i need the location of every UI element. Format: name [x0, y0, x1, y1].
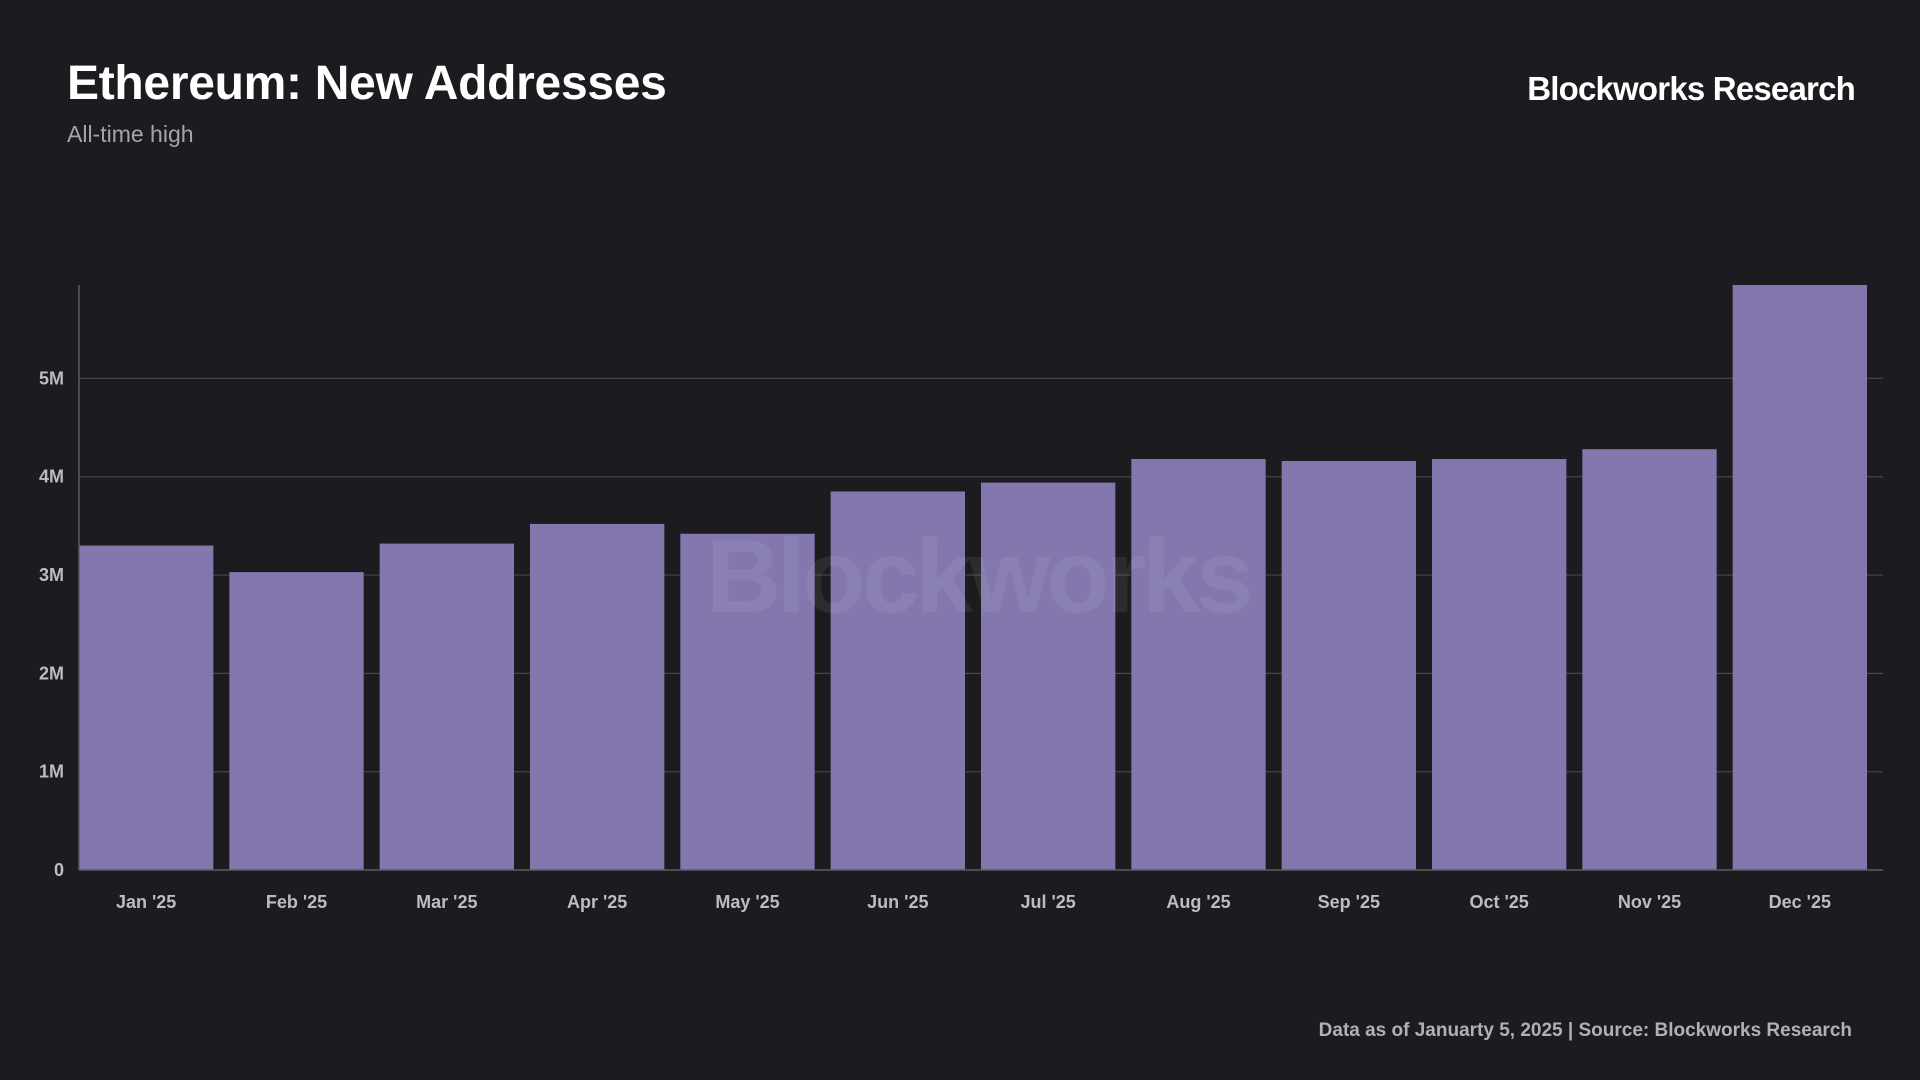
watermark: Blockworks — [706, 519, 1250, 635]
bar — [1732, 285, 1867, 870]
bar — [680, 533, 815, 870]
bar — [1131, 459, 1266, 870]
source-note: Data as of Januarty 5, 2025 | Source: Bl… — [1318, 1020, 1852, 1041]
x-axis-ticks: Jan '25 Feb '25 Mar '25 Apr '25 May '25 Jun '… — [116, 892, 1831, 912]
y-tick-label: 1M — [39, 762, 64, 782]
x-tick-label: Jan '25 — [116, 892, 176, 912]
x-tick-label: Dec '25 — [1769, 892, 1831, 912]
y-tick-label: 4M — [39, 467, 64, 487]
bar — [1281, 460, 1416, 870]
bar — [530, 523, 665, 870]
x-tick-label: Oct '25 — [1470, 892, 1529, 912]
bar — [379, 543, 514, 870]
brand-logo: Blockworks Research — [1527, 70, 1856, 107]
chart-subtitle: All-time high — [67, 121, 194, 147]
x-tick-label: Feb '25 — [266, 892, 327, 912]
bar — [79, 545, 214, 870]
y-tick-label: 2M — [39, 663, 64, 683]
x-tick-label: Aug '25 — [1166, 892, 1230, 912]
x-tick-label: Jun '25 — [867, 892, 928, 912]
bar — [830, 491, 965, 870]
y-tick-label: 3M — [39, 565, 64, 585]
x-tick-label: Mar '25 — [416, 892, 477, 912]
y-tick-label: 5M — [39, 368, 64, 388]
chart-title: Ethereum: New Addresses — [67, 57, 667, 110]
x-tick-label: Apr '25 — [567, 892, 627, 912]
bars — [79, 285, 1867, 870]
x-tick-label: Nov '25 — [1618, 892, 1681, 912]
bar — [1432, 459, 1567, 870]
bar — [229, 572, 364, 870]
x-tick-label: Sep '25 — [1318, 892, 1380, 912]
y-tick-label: 0 — [54, 860, 64, 880]
axes — [78, 285, 1883, 871]
y-axis-ticks: 0 1M 2M 3M 4M 5M — [39, 368, 64, 880]
x-tick-label: May '25 — [715, 892, 779, 912]
bar — [981, 482, 1116, 870]
bar — [1582, 449, 1717, 870]
x-tick-label: Jul '25 — [1021, 892, 1076, 912]
